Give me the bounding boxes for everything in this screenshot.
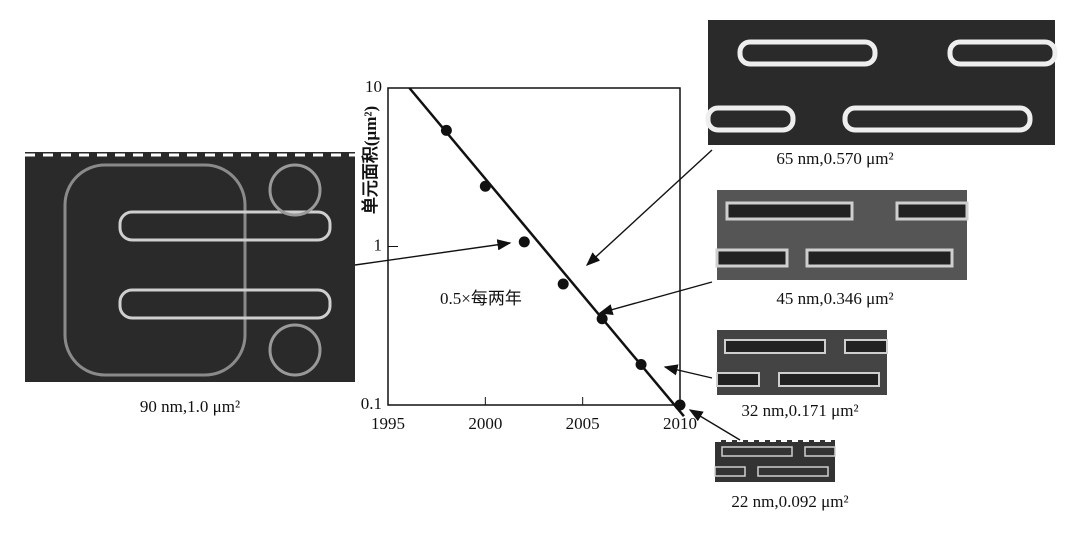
sem-32nm (716, 330, 888, 395)
arrow (598, 281, 713, 316)
point (674, 399, 686, 411)
arrow (585, 149, 713, 266)
point (596, 313, 608, 325)
sem-90nm (25, 152, 355, 382)
point (557, 278, 569, 290)
y-tick-label: 1 (374, 235, 383, 254)
x-tick-label: 2005 (566, 414, 600, 433)
sem-22nm (714, 440, 836, 482)
point (440, 124, 452, 136)
arrow (688, 409, 741, 441)
sem-65nm (705, 20, 1058, 145)
x-tick-label: 1995 (371, 414, 405, 433)
point (635, 359, 647, 371)
caption: 45 nm,0.346 μm² (776, 289, 893, 308)
annotation: 0.5×每两年 (440, 289, 522, 308)
x-tick-label: 2010 (663, 414, 697, 433)
caption: 32 nm,0.171 μm² (741, 401, 858, 420)
arrow (663, 364, 713, 379)
sem-45nm (715, 190, 969, 280)
y-tick-label: 10 (365, 77, 382, 96)
caption: 22 nm,0.092 μm² (731, 492, 848, 511)
caption: 65 nm,0.570 μm² (776, 149, 893, 168)
point (479, 180, 491, 192)
caption: 90 nm,1.0 μm² (140, 397, 240, 416)
point (518, 236, 530, 248)
y-tick-label: 0.1 (361, 394, 382, 413)
arrow (354, 239, 512, 266)
x-tick-label: 2000 (468, 414, 502, 433)
y-axis-label: 单元面积(μm²) (360, 106, 380, 214)
